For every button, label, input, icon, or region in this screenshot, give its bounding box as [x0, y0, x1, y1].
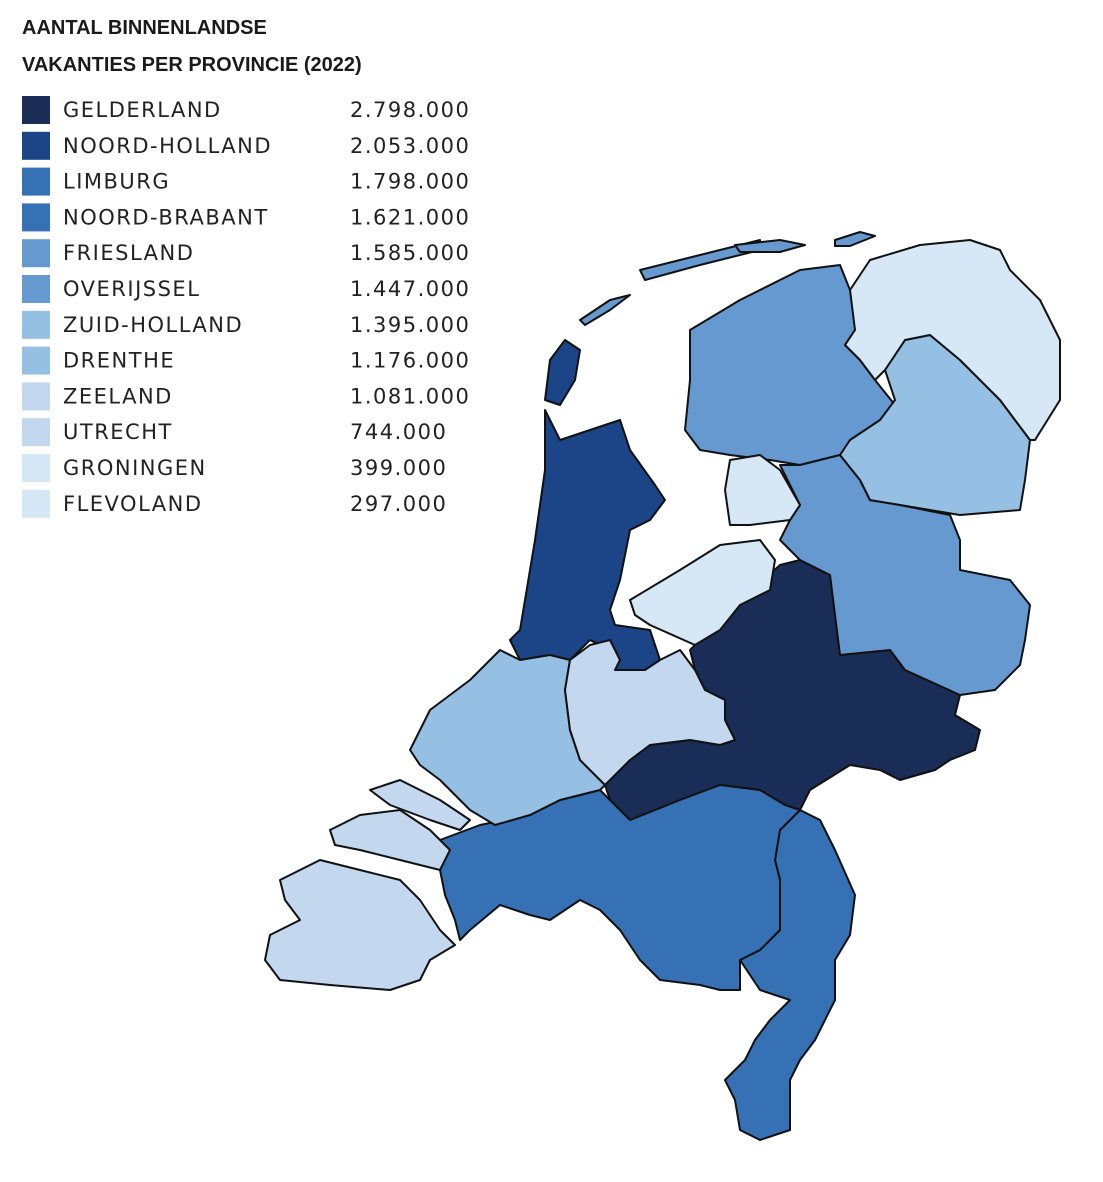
legend-label: FLEVOLAND [63, 492, 203, 516]
legend-value: 1.081.000 [350, 384, 470, 408]
legend-label: GRONINGEN [63, 456, 207, 480]
legend: GELDERLAND 2.798.000 NOORD-HOLLAND 2.053.00… [22, 96, 470, 518]
province [264, 859, 456, 991]
legend-value: 2.053.000 [350, 134, 470, 158]
legend-swatch [22, 418, 50, 447]
province [844, 239, 1061, 441]
province [579, 294, 631, 326]
legend-value: 297.000 [350, 492, 447, 516]
province [439, 784, 801, 991]
legend-swatch [22, 346, 50, 375]
legend-value: 1.585.000 [350, 241, 470, 265]
legend-swatch [22, 239, 50, 268]
province [329, 809, 451, 871]
legend-value: 399.000 [350, 456, 447, 480]
province [834, 231, 876, 247]
legend-value: 1.176.000 [350, 349, 470, 373]
chart-title: VAKANTIES PER PROVINCIE (2022) [22, 54, 362, 76]
legend-label: ZUID-HOLLAND [63, 313, 243, 337]
chart-title: AANTAL BINNENLANDSE [22, 17, 267, 39]
province [544, 339, 581, 406]
legend-label: DRENTHE [63, 349, 175, 373]
legend-swatch [22, 454, 50, 482]
legend-value: 1.447.000 [350, 277, 470, 301]
province [369, 779, 471, 831]
legend-swatch [22, 489, 50, 518]
legend-label: NOORD-HOLLAND [63, 134, 272, 158]
province [509, 409, 666, 671]
legend-swatch [22, 275, 50, 303]
legend-label: LIMBURG [63, 170, 170, 194]
map [264, 231, 1061, 1141]
legend-label: NOORD-BRABANT [63, 205, 269, 229]
province [629, 539, 776, 646]
legend-label: ZEELAND [63, 384, 173, 408]
legend-label: FRIESLAND [63, 241, 194, 265]
legend-label: OVERIJSSEL [63, 277, 200, 301]
legend-value: 1.395.000 [350, 313, 470, 337]
province [734, 239, 806, 253]
legend-swatch [22, 382, 50, 411]
legend-value: 2.798.000 [350, 98, 470, 122]
legend-swatch [22, 167, 50, 196]
legend-label: GELDERLAND [63, 98, 222, 122]
legend-value: 1.621.000 [350, 205, 470, 229]
legend-swatch [22, 310, 50, 339]
legend-swatch [22, 203, 50, 232]
legend-label: UTRECHT [63, 420, 173, 444]
province [564, 639, 736, 786]
legend-value: 744.000 [350, 420, 447, 444]
legend-swatch [22, 131, 50, 160]
province [724, 454, 801, 526]
legend-value: 1.798.000 [350, 170, 470, 194]
legend-swatch [22, 96, 50, 124]
